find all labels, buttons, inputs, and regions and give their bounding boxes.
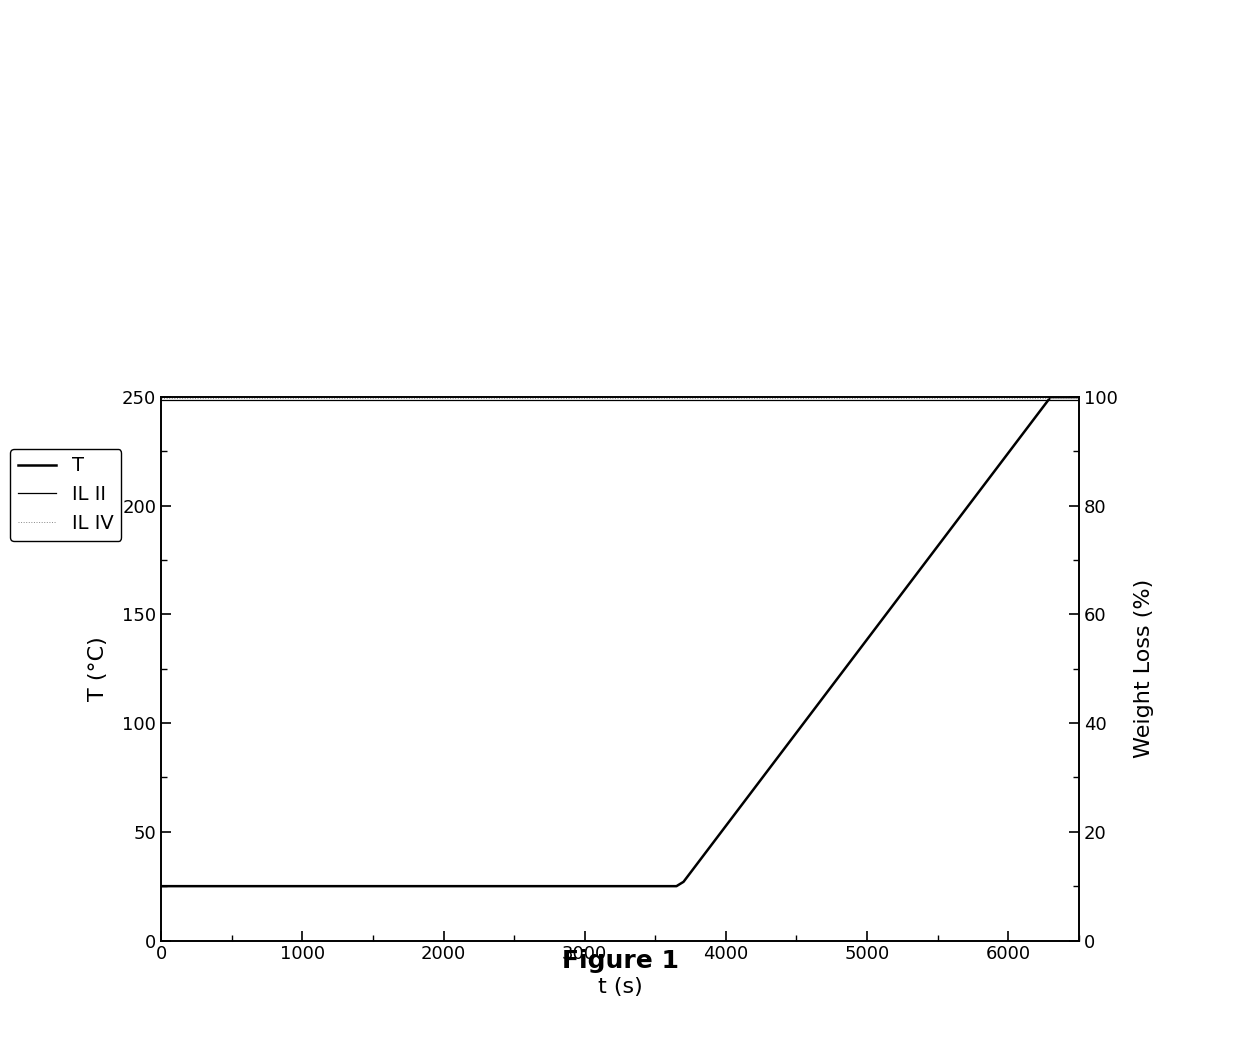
- Line: T: T: [161, 397, 1079, 886]
- Y-axis label: Weight Loss (%): Weight Loss (%): [1135, 579, 1154, 759]
- T: [670, 880, 684, 892]
- T: [154, 880, 169, 892]
- T: [1043, 391, 1058, 403]
- T: [676, 876, 691, 888]
- X-axis label: t (s): t (s): [598, 977, 642, 997]
- T: [1071, 391, 1086, 403]
- Legend: T, IL II, IL IV: T, IL II, IL IV: [10, 448, 122, 540]
- Text: Figure 1: Figure 1: [562, 950, 678, 973]
- Y-axis label: T (°C): T (°C): [88, 636, 108, 701]
